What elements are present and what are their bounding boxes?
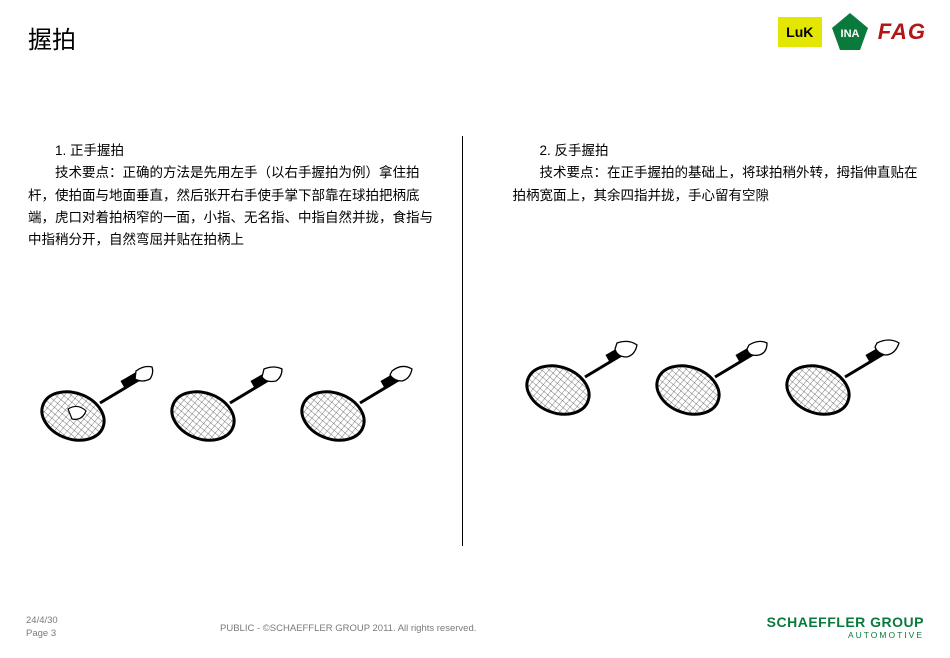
column-left: 1. 正手握拍 技术要点：正确的方法是先用左手（以右手握拍为例）拿住拍杆，使拍面…	[28, 140, 462, 546]
racket-illustration	[513, 305, 643, 425]
content-columns: 1. 正手握拍 技术要点：正确的方法是先用左手（以右手握拍为例）拿住拍杆，使拍面…	[28, 140, 922, 546]
fag-logo: FAG	[878, 19, 926, 45]
footer-page: Page 3	[26, 628, 58, 640]
racket-illustration	[643, 305, 773, 425]
footer-brand: SCHAEFFLER GROUP AUTOMOTIVE	[767, 614, 924, 640]
right-body: 技术要点：在正手握拍的基础上，将球拍稍外转，拇指伸直贴在拍柄宽面上，其余四指并拢…	[513, 162, 923, 207]
ina-logo: INA	[830, 12, 870, 52]
brand-logos: LuK INA FAG	[778, 12, 926, 52]
left-rackets	[28, 331, 438, 451]
racket-illustration	[28, 331, 158, 451]
page-title: 握拍	[28, 20, 76, 55]
column-right: 2. 反手握拍 技术要点：在正手握拍的基础上，将球拍稍外转，拇指伸直贴在拍柄宽面…	[463, 140, 923, 546]
racket-illustration	[773, 305, 903, 425]
footer-date: 24/4/30	[26, 615, 58, 627]
right-rackets	[513, 305, 923, 425]
right-heading: 2. 反手握拍	[513, 140, 923, 162]
footer-brand-main: SCHAEFFLER GROUP	[767, 614, 924, 630]
ina-logo-icon: INA	[830, 12, 870, 52]
luk-logo-text: LuK	[786, 24, 813, 40]
luk-logo: LuK	[778, 17, 822, 47]
slide-page: 握拍 LuK INA FAG 1. 正手握拍 技术要点：正确的方法是先用左手（以…	[0, 0, 950, 658]
left-heading: 1. 正手握拍	[28, 140, 438, 162]
fag-logo-text: FAG	[878, 19, 926, 44]
footer-left: 24/4/30 Page 3	[26, 615, 58, 640]
svg-text:INA: INA	[840, 28, 859, 40]
left-body: 技术要点：正确的方法是先用左手（以右手握拍为例）拿住拍杆，使拍面与地面垂直，然后…	[28, 162, 438, 251]
footer-brand-sub: AUTOMOTIVE	[767, 630, 924, 640]
racket-illustration	[288, 331, 418, 451]
racket-illustration	[158, 331, 288, 451]
footer-copyright: PUBLIC - ©SCHAEFFLER GROUP 2011. All rig…	[220, 623, 476, 634]
